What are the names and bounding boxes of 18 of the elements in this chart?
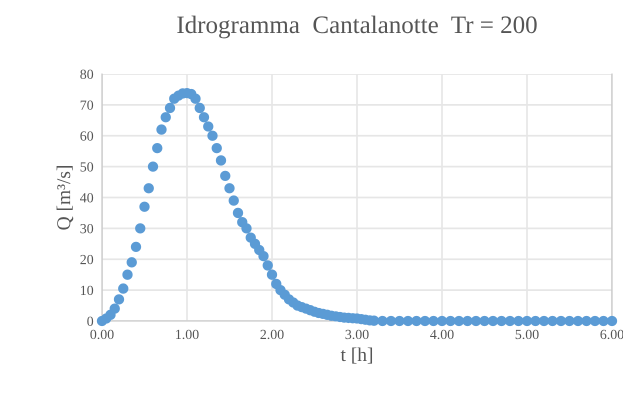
x-tick-label: 3.00 bbox=[346, 330, 369, 340]
y-tick-label: 10 bbox=[81, 286, 94, 296]
x-axis-title: t [h] bbox=[340, 347, 372, 364]
y-axis-title: Q [m³/s] bbox=[56, 166, 74, 230]
y-tick-label: 60 bbox=[80, 131, 94, 141]
y-tick-label: 0 bbox=[87, 316, 94, 326]
y-tick-label: 40 bbox=[80, 193, 94, 202]
x-tick-label: 5.00 bbox=[516, 330, 539, 340]
x-tick-label: 1.00 bbox=[176, 330, 199, 340]
x-tick-label: 4.00 bbox=[430, 330, 454, 340]
y-tick-label: 80 bbox=[80, 70, 94, 79]
y-tick-label: 20 bbox=[80, 254, 94, 264]
y-tick-label: 30 bbox=[80, 224, 94, 234]
chart-title: Idrogramma Cantalanotte Tr = 200 bbox=[177, 16, 537, 38]
x-tick-label: 0.00 bbox=[90, 330, 114, 340]
y-tick-label: 70 bbox=[80, 100, 94, 110]
x-tick-label: 2.00 bbox=[260, 330, 284, 340]
y-tick-label: 50 bbox=[80, 162, 94, 172]
